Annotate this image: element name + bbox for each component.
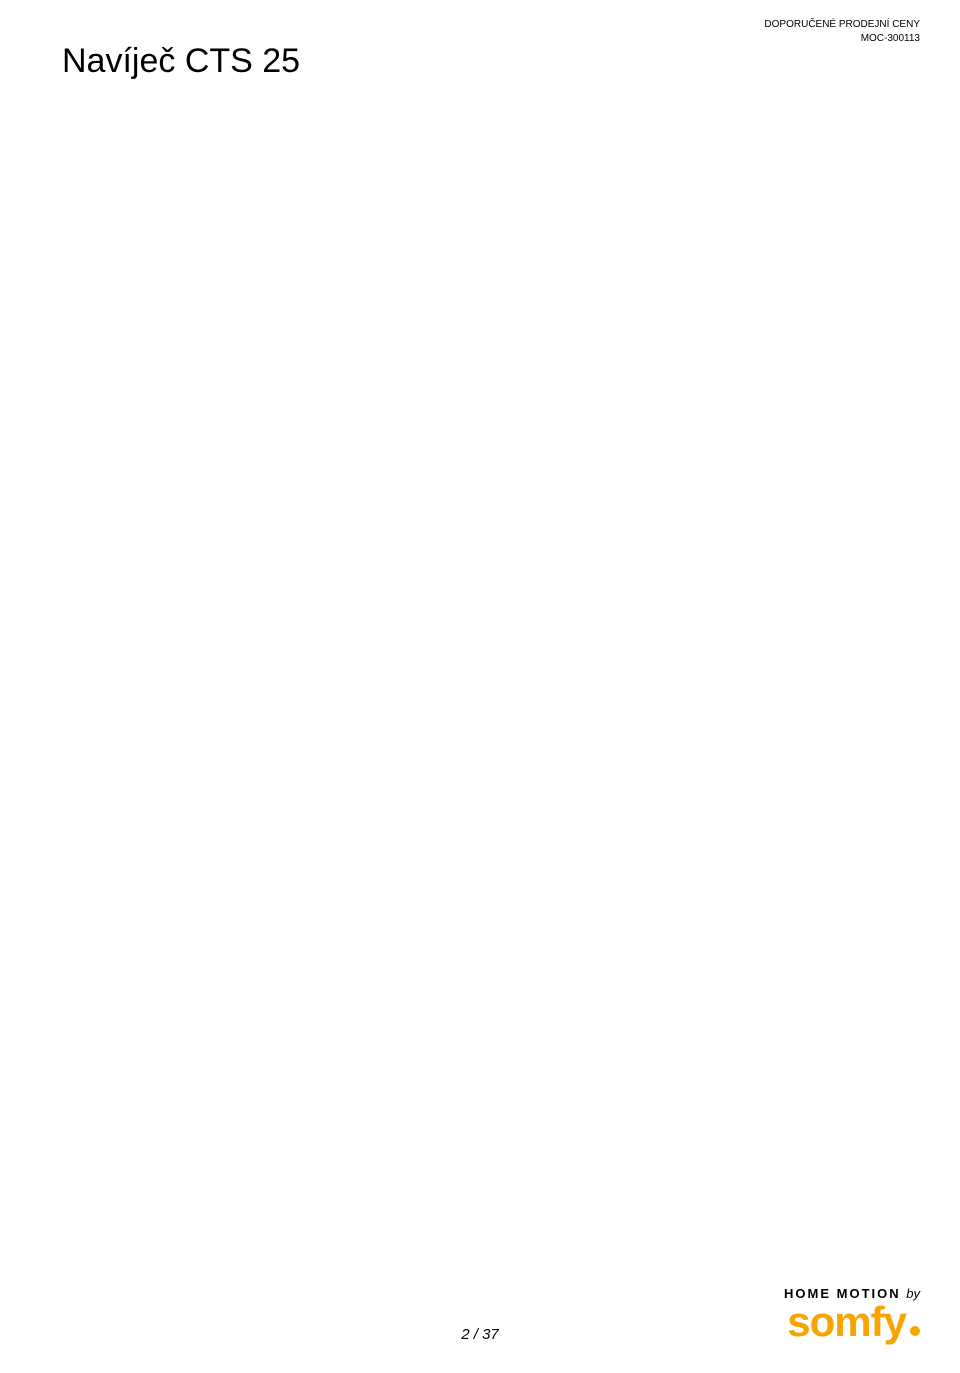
brand-name: somfy — [787, 1298, 906, 1345]
brand-block: HOME MOTION by somfy — [784, 1286, 920, 1343]
brand-by: by — [906, 1286, 920, 1301]
header-note1: DOPORUČENÉ PRODEJNÍ CENY — [764, 18, 920, 32]
header-notice: DOPORUČENÉ PRODEJNÍ CENY MOC-300113 — [764, 18, 920, 46]
page-title: Navíječ CTS 25 — [0, 0, 960, 99]
header-note2: MOC-300113 — [764, 32, 920, 46]
brand-logo: somfy — [784, 1301, 920, 1343]
brand-dot-icon — [910, 1326, 920, 1336]
page-footer: 2 / 37 HOME MOTION by somfy — [0, 1326, 960, 1343]
